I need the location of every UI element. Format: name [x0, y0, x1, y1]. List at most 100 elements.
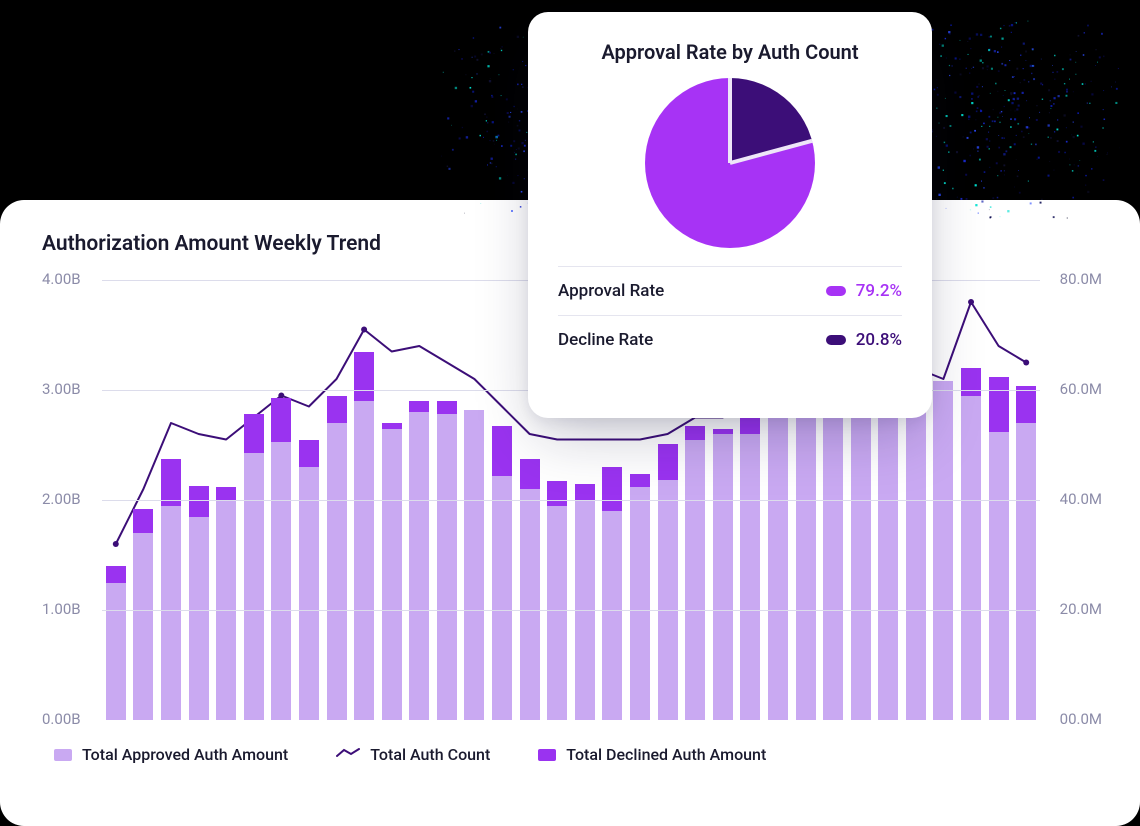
- bar-approved: [1016, 423, 1036, 720]
- bar-approved: [409, 412, 429, 720]
- y-right-tick: 80.0M: [1060, 270, 1102, 288]
- bar: [382, 423, 402, 720]
- bar-declined: [161, 459, 181, 505]
- pct-approval: 79.2%: [856, 281, 902, 301]
- bar-declined: [437, 401, 457, 414]
- pill-decline: [826, 335, 846, 345]
- bar-approved: [189, 517, 209, 721]
- gridline: [102, 500, 1040, 501]
- bar: [878, 381, 898, 720]
- bar-approved: [354, 401, 374, 720]
- pill-approval: [826, 286, 846, 296]
- bar: [575, 484, 595, 721]
- legend-declined-label: Total Declined Auth Amount: [566, 745, 766, 764]
- bar: [933, 381, 953, 720]
- bar-declined: [354, 352, 374, 402]
- bar-approved: [851, 381, 871, 720]
- swatch-declined: [538, 749, 556, 761]
- bar: [547, 481, 567, 720]
- bar-declined: [630, 474, 650, 487]
- bar-approved: [796, 401, 816, 720]
- pie-chart: [645, 78, 815, 248]
- bar: [740, 390, 760, 720]
- swatch-count-icon: [336, 743, 360, 764]
- bar-declined: [216, 487, 236, 500]
- bar-approved: [906, 381, 926, 720]
- bar-approved: [382, 429, 402, 721]
- bar: [851, 381, 871, 720]
- bar: [354, 352, 374, 721]
- bar-declined: [409, 401, 429, 412]
- pie-legend-decline-label: Decline Rate: [558, 330, 653, 350]
- bar-approved: [933, 381, 953, 720]
- bar-approved: [271, 442, 291, 720]
- pie-legend-row-decline: Decline Rate 20.8%: [558, 316, 902, 364]
- legend-approved: Total Approved Auth Amount: [54, 745, 288, 764]
- y-right-tick: 00.0M: [1060, 710, 1102, 728]
- legend-approved-label: Total Approved Auth Amount: [82, 745, 288, 764]
- legend-declined: Total Declined Auth Amount: [538, 745, 766, 764]
- bar: [602, 467, 622, 720]
- legend-count: Total Auth Count: [336, 744, 490, 765]
- bar: [768, 398, 788, 720]
- bar-declined: [327, 396, 347, 424]
- pie-legend-approval-label: Approval Rate: [558, 281, 664, 301]
- bar-declined: [685, 426, 705, 439]
- bar: [271, 398, 291, 720]
- bar-approved: [823, 396, 843, 721]
- bar: [823, 382, 843, 720]
- bar: [630, 474, 650, 720]
- bar-declined: [382, 423, 402, 429]
- bar-approved: [878, 381, 898, 720]
- bar: [216, 487, 236, 720]
- bar-approved: [685, 440, 705, 721]
- legend: Total Approved Auth Amount Total Auth Co…: [42, 744, 1112, 765]
- bar-declined: [492, 426, 512, 476]
- bar-approved: [768, 403, 788, 720]
- bar-approved: [327, 423, 347, 720]
- bar-declined: [189, 486, 209, 517]
- bar: [133, 509, 153, 720]
- bar-declined: [575, 484, 595, 501]
- y-left-tick: 1.00B: [42, 600, 81, 618]
- y-right-tick: 40.0M: [1060, 490, 1102, 508]
- bar: [244, 414, 264, 720]
- bar-declined: [658, 444, 678, 480]
- bar-declined: [713, 429, 733, 435]
- bar: [1016, 386, 1036, 720]
- pie-legend-row-approval: Approval Rate 79.2%: [558, 267, 902, 316]
- bar: [713, 429, 733, 721]
- bar-declined: [602, 467, 622, 511]
- gridline: [102, 610, 1040, 611]
- bar-approved: [740, 434, 760, 720]
- y-left-tick: 3.00B: [42, 380, 81, 398]
- bar: [437, 401, 457, 720]
- y-left-tick: 2.00B: [42, 490, 81, 508]
- bar-declined: [271, 398, 291, 442]
- bar-approved: [133, 533, 153, 720]
- y-left-tick: 0.00B: [42, 710, 81, 728]
- bar-approved: [989, 432, 1009, 720]
- bar-approved: [492, 476, 512, 720]
- swatch-approved: [54, 749, 72, 761]
- bar-declined: [133, 509, 153, 533]
- bar: [161, 459, 181, 720]
- bar-declined: [989, 377, 1009, 432]
- bar: [906, 381, 926, 720]
- bar-approved: [244, 453, 264, 720]
- bar-approved: [299, 467, 319, 720]
- bar: [492, 426, 512, 720]
- pie-title: Approval Rate by Auth Count: [558, 40, 902, 64]
- bar-declined: [299, 440, 319, 468]
- bar-approved: [520, 489, 540, 720]
- bar-declined: [106, 566, 126, 583]
- y-right-tick: 20.0M: [1060, 600, 1102, 618]
- bar-approved: [547, 506, 567, 721]
- bar: [327, 396, 347, 721]
- pct-decline: 20.8%: [856, 330, 902, 350]
- bar-approved: [713, 434, 733, 720]
- bar: [464, 410, 484, 720]
- bar-approved: [961, 396, 981, 721]
- bar-approved: [106, 583, 126, 721]
- bar: [520, 459, 540, 720]
